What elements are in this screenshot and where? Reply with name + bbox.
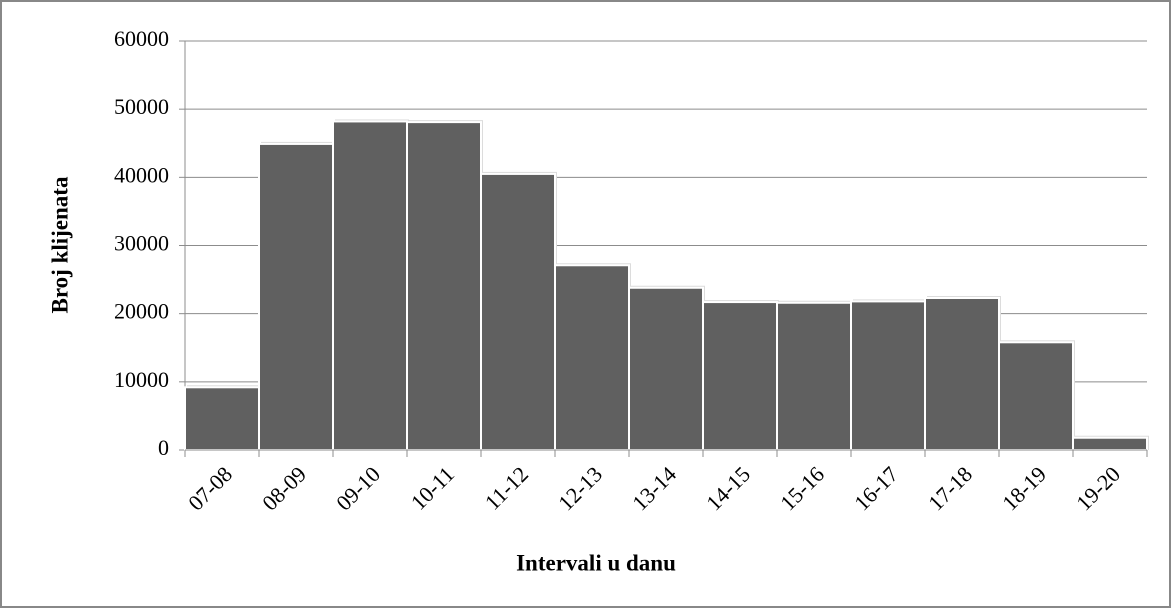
y-tick-label: 20000 [114, 299, 169, 324]
bar [1072, 436, 1148, 452]
bar [998, 341, 1074, 451]
y-tick-label: 10000 [114, 367, 169, 392]
bar [776, 301, 852, 452]
bar [332, 120, 408, 451]
y-tick-label: 60000 [114, 26, 169, 51]
bar [554, 264, 630, 452]
bar [258, 142, 334, 451]
bar [406, 121, 482, 451]
bar [628, 286, 704, 451]
bar [480, 172, 556, 452]
bar [850, 300, 926, 451]
y-tick-label: 30000 [114, 231, 169, 256]
y-tick-label: 0 [158, 435, 169, 460]
y-tick-label: 40000 [114, 162, 169, 187]
bar [184, 386, 260, 451]
y-axis-title: Broj klijenata [47, 176, 72, 313]
bar [702, 301, 778, 451]
y-tick-label: 50000 [114, 94, 169, 119]
x-axis-title: Intervali u danu [516, 550, 676, 575]
bar [924, 296, 1000, 452]
